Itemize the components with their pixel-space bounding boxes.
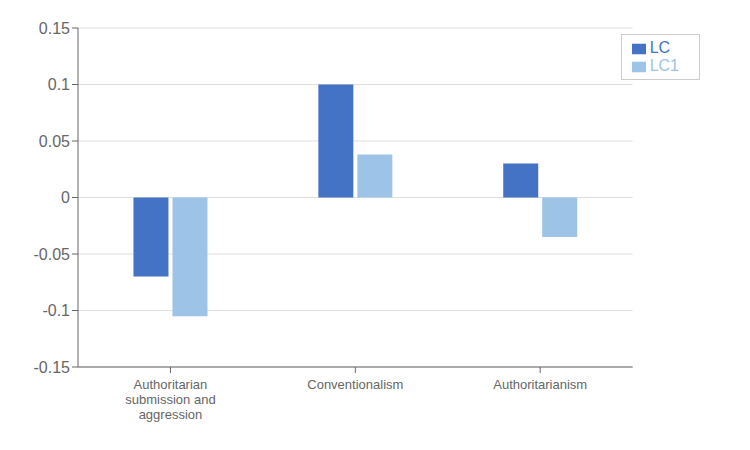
svg-text:Authoritarianism: Authoritarianism	[493, 377, 587, 392]
svg-text:-0.05: -0.05	[34, 246, 71, 263]
svg-text:0.15: 0.15	[39, 20, 70, 37]
svg-text:Authoritariansubmission andagg: Authoritariansubmission andaggression	[125, 377, 215, 422]
svg-text:0.05: 0.05	[39, 133, 70, 150]
svg-text:0: 0	[61, 189, 70, 206]
html-text:LC: LC	[649, 39, 671, 56]
svg-text:-0.1: -0.1	[42, 302, 70, 319]
svg-text:Conventionalism: Conventionalism	[307, 377, 403, 392]
svg-text:-0.15: -0.15	[34, 359, 71, 376]
svg-text:0.1: 0.1	[48, 76, 70, 93]
html-text:LC1: LC1	[649, 57, 679, 74]
